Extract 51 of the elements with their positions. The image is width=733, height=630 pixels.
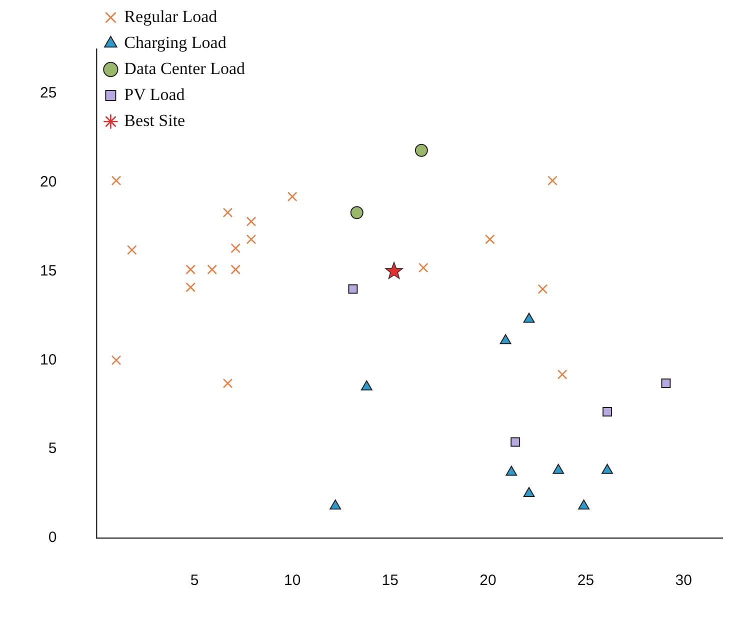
point	[230, 243, 240, 254]
point	[602, 407, 612, 416]
point	[661, 378, 671, 388]
y-tick-label: 25	[40, 84, 57, 102]
x-tick-label: 30	[675, 572, 692, 590]
y-tick-label: 15	[40, 262, 57, 280]
point	[222, 208, 233, 218]
legend-label: Regular Load	[124, 6, 218, 26]
y-tick-label: 5	[48, 440, 57, 458]
point	[287, 192, 298, 202]
point	[222, 378, 233, 388]
point	[348, 284, 358, 294]
x-tick-label: 10	[284, 572, 301, 590]
y-tick-label: 20	[40, 174, 57, 191]
point	[523, 312, 535, 323]
point	[127, 245, 137, 255]
point	[506, 466, 518, 476]
point	[548, 176, 558, 186]
point	[385, 262, 403, 279]
point	[552, 464, 564, 474]
point	[500, 334, 512, 344]
y-tick-label: 10	[40, 351, 57, 368]
point	[186, 282, 196, 292]
x-tick-label: 15	[382, 572, 398, 590]
x-tick-label: 5	[190, 572, 199, 590]
point	[523, 487, 535, 498]
point	[510, 437, 520, 447]
point	[207, 264, 217, 274]
point	[602, 464, 613, 474]
point	[557, 370, 568, 380]
point	[350, 206, 364, 220]
point	[538, 284, 548, 294]
x-tick-label: 20	[480, 572, 496, 590]
point	[246, 216, 256, 226]
point	[230, 264, 240, 274]
x-tick-label: 25	[577, 572, 594, 590]
point	[111, 176, 122, 186]
point	[414, 144, 428, 157]
y-tick-label: 0	[48, 529, 57, 546]
point	[485, 234, 495, 244]
point	[330, 499, 342, 510]
point	[111, 355, 122, 366]
legend-label: Best Site	[124, 110, 186, 130]
legend-label: Data Center Load	[124, 58, 246, 78]
point	[360, 380, 372, 390]
legend-label: PV Load	[124, 84, 186, 104]
point	[186, 264, 196, 274]
point	[578, 499, 590, 510]
legend-label: Charging Load	[124, 32, 227, 52]
point	[418, 262, 428, 273]
point	[246, 234, 256, 244]
